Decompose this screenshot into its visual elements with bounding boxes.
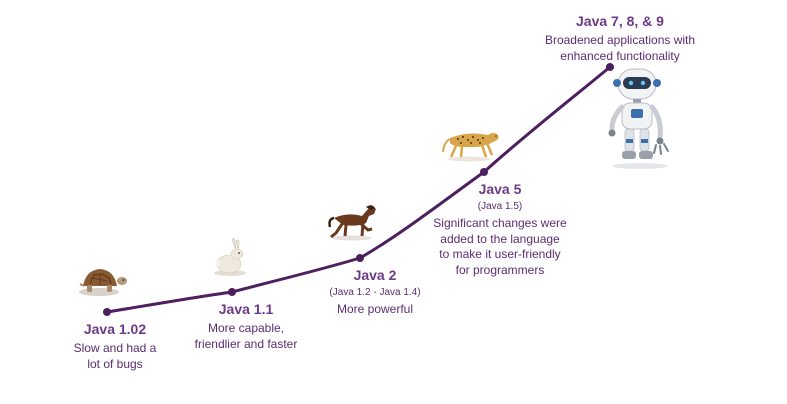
tortoise-icon <box>79 269 127 296</box>
milestone-version: Java 5 <box>478 181 522 197</box>
milestone-version: Java 1.02 <box>83 321 147 337</box>
milestone-description: More capable, friendlier and faster <box>194 321 298 351</box>
timeline-dot-java-1-02 <box>103 308 111 316</box>
timeline-dot-java-2 <box>356 254 364 262</box>
milestone-java-5: Java 5 (Java 1.5) Significant changes we… <box>420 180 580 279</box>
horse-icon <box>328 205 376 241</box>
milestone-java-1-1: Java 1.1 More capable, friendlier and fa… <box>176 300 316 352</box>
timeline-dot-java-1-1 <box>228 288 236 296</box>
milestone-java-1-02: Java 1.02 Slow and had a lot of bugs <box>55 320 175 372</box>
milestone-subversion: (Java 1.2 - Java 1.4) <box>329 287 421 299</box>
timeline-dot-java-7-8-9 <box>606 63 614 71</box>
cheetah-icon <box>442 133 499 162</box>
milestone-version: Java 7, 8, & 9 <box>576 13 664 29</box>
milestone-description: Slow and had a lot of bugs <box>73 341 157 371</box>
milestone-subversion: (Java 1.5) <box>477 201 523 213</box>
milestone-description: More powerful <box>336 302 414 317</box>
milestone-description: Significant changes were added to the la… <box>433 216 567 277</box>
timeline-dot-java-5 <box>480 168 488 176</box>
milestone-java-2: Java 2 (Java 1.2 - Java 1.4) More powerf… <box>305 266 445 318</box>
milestone-java-7-8-9: Java 7, 8, & 9 Broadened applications wi… <box>530 12 710 64</box>
robot-icon <box>608 68 669 169</box>
rabbit-icon <box>214 237 246 276</box>
milestone-version: Java 2 <box>353 267 397 283</box>
milestone-description: Broadened applications with enhanced fun… <box>544 33 696 63</box>
milestone-version: Java 1.1 <box>218 301 274 317</box>
